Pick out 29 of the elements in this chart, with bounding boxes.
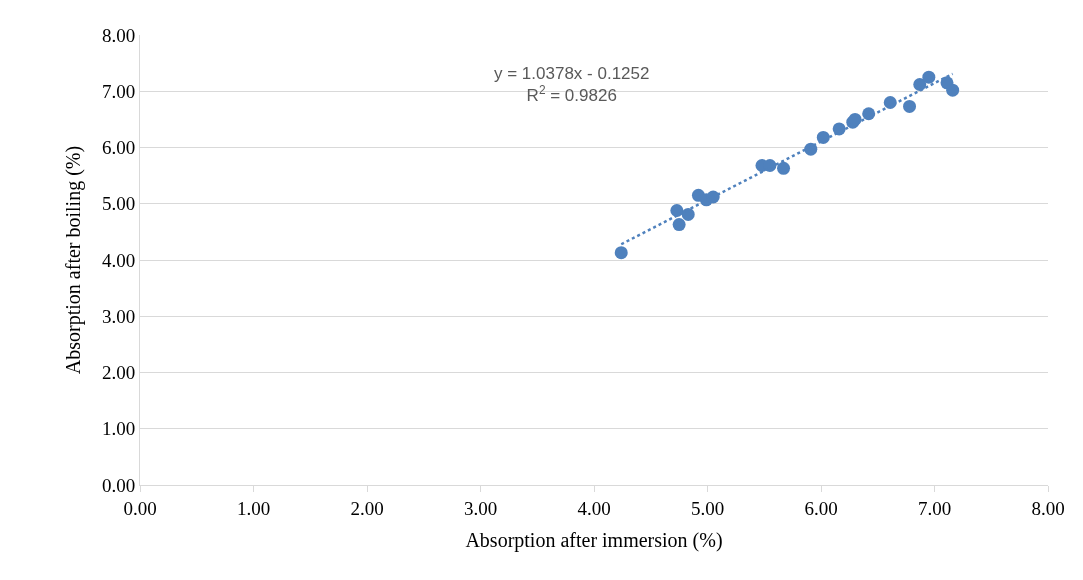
- x-axis-title: Absorption after immersion (%): [465, 529, 723, 553]
- point: [946, 83, 960, 97]
- y-tick-label: 3.00: [101, 305, 136, 327]
- y-axis-title: Absorption after boiling (%): [62, 145, 86, 375]
- point: [777, 161, 791, 175]
- point: [614, 246, 628, 260]
- x-tick-label: 8.00: [1031, 497, 1065, 519]
- annotation: y = 1.0378x - 0.1252 R$^{2}$ = 0.9826: [494, 64, 650, 106]
- x-tick-label: 5.00: [690, 497, 725, 519]
- y-tick-label: 7.00: [101, 80, 136, 102]
- x-tick-label: 6.00: [804, 497, 838, 519]
- point: [862, 107, 876, 121]
- y-tick-label: 2.00: [101, 362, 136, 384]
- point: [903, 99, 917, 113]
- x-tick-label: 2.00: [350, 497, 384, 519]
- y-tick-label: 6.00: [101, 137, 136, 159]
- y-tick-label: 4.00: [101, 249, 136, 271]
- y-tick-label: 5.00: [101, 193, 136, 215]
- x-tick-label: 1.00: [236, 497, 271, 519]
- y-tick-label: 8.00: [101, 24, 136, 46]
- x-tick-label: 3.00: [463, 497, 498, 519]
- point: [672, 218, 686, 232]
- point: [681, 207, 695, 221]
- y-tick-label: 1.00: [101, 418, 136, 440]
- x-tick-label: 7.00: [917, 497, 952, 519]
- y-tick-label: 0.00: [101, 474, 136, 496]
- point: [922, 70, 936, 84]
- x-tick-label: 0.00: [123, 497, 157, 519]
- x-tick-label: 4.00: [577, 497, 611, 519]
